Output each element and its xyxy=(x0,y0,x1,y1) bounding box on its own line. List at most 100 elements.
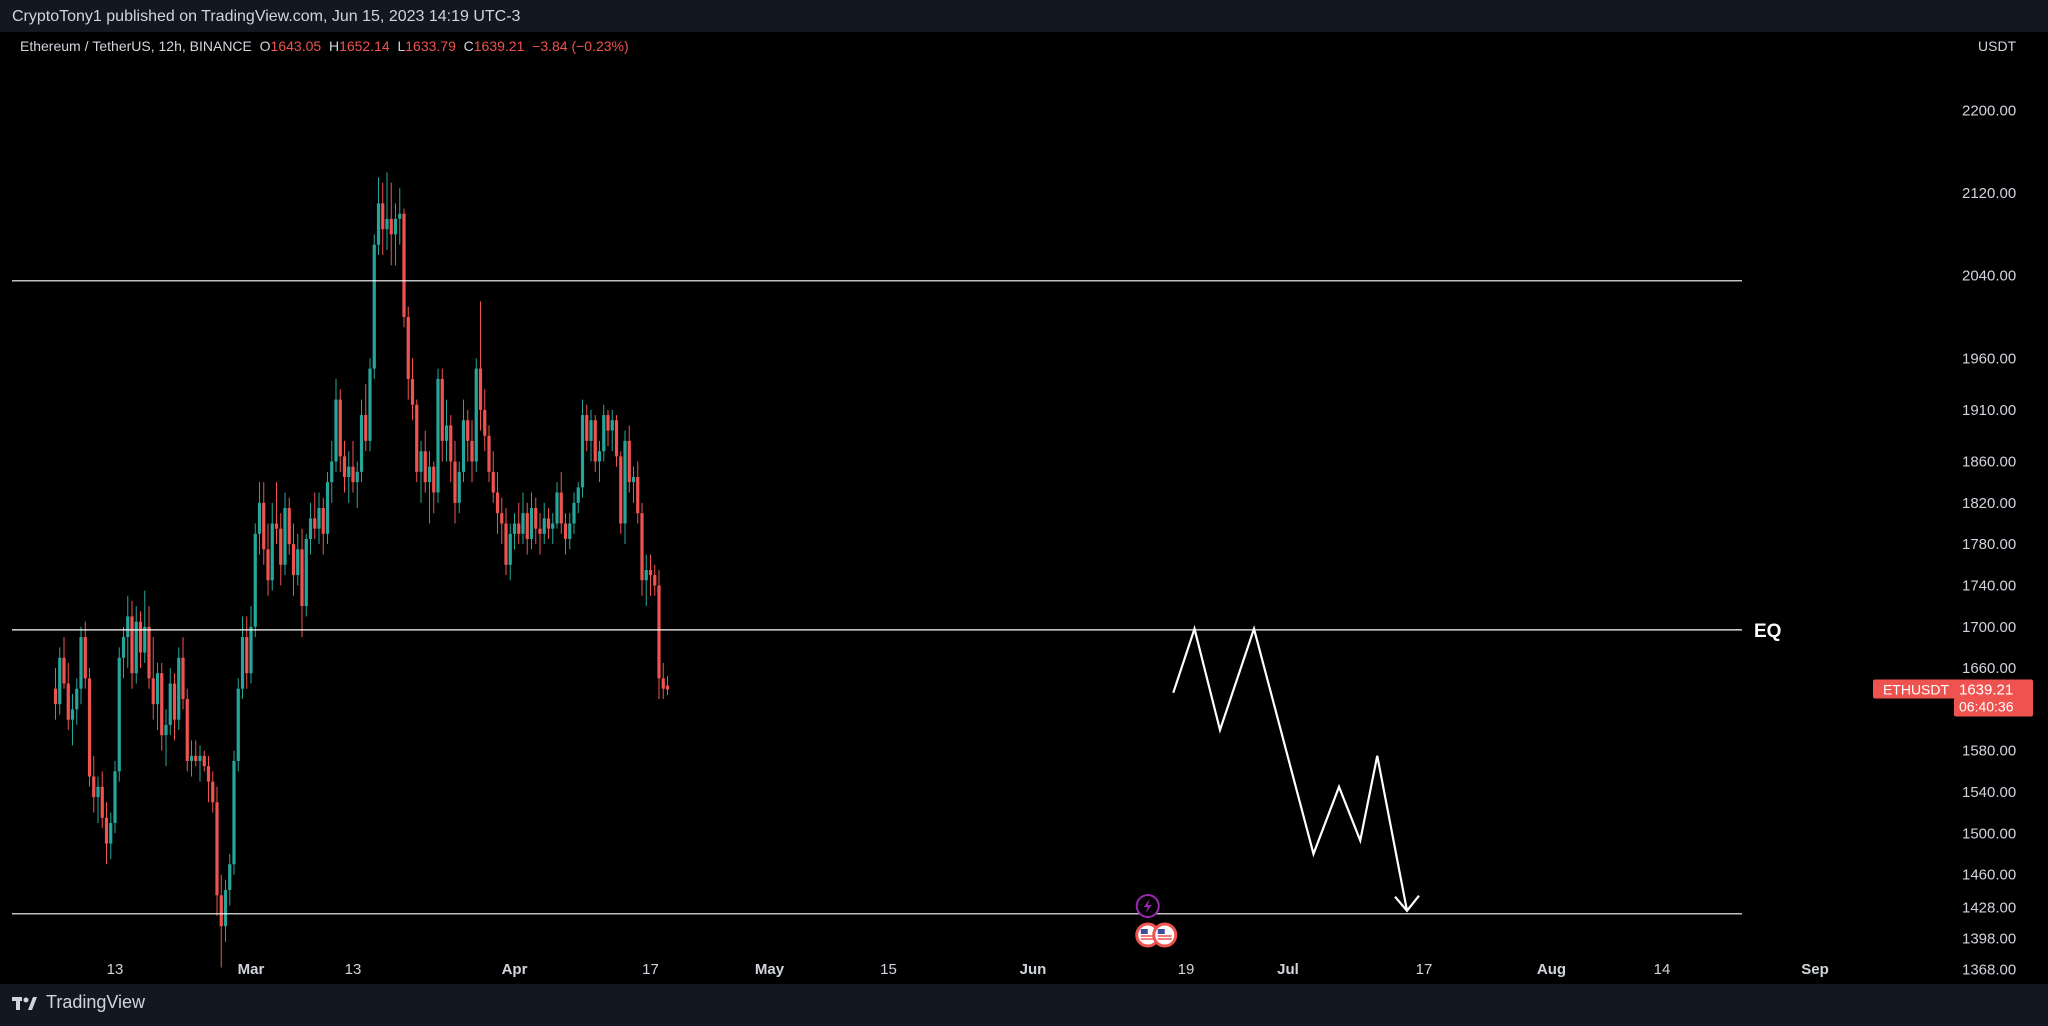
candle-body[interactable] xyxy=(631,477,636,483)
candle-body[interactable] xyxy=(330,461,334,483)
candle-body[interactable] xyxy=(381,203,385,230)
candle-body[interactable] xyxy=(653,575,657,586)
candle-body[interactable] xyxy=(644,569,648,581)
candle-body[interactable] xyxy=(538,528,542,534)
candle-body[interactable] xyxy=(470,440,474,462)
candle-body[interactable] xyxy=(389,218,393,235)
candle-body[interactable] xyxy=(134,621,138,674)
candle-body[interactable] xyxy=(623,440,627,524)
candle-body[interactable] xyxy=(172,683,177,720)
candle-body[interactable] xyxy=(453,461,457,503)
candle-body[interactable] xyxy=(283,508,287,565)
candle-body[interactable] xyxy=(104,817,109,844)
candle-body[interactable] xyxy=(563,523,568,539)
candle-body[interactable] xyxy=(228,864,232,891)
candle-body[interactable] xyxy=(181,657,185,700)
candle-body[interactable] xyxy=(287,508,291,545)
candle-body[interactable] xyxy=(342,456,347,478)
candle-body[interactable] xyxy=(87,678,92,777)
candle-body[interactable] xyxy=(155,673,160,705)
candle-body[interactable] xyxy=(619,456,623,524)
candle-body[interactable] xyxy=(534,508,538,529)
tradingview-brand[interactable]: TradingView xyxy=(12,992,145,1013)
candle-body[interactable] xyxy=(274,523,279,529)
candle-body[interactable] xyxy=(211,781,215,803)
candle-body[interactable] xyxy=(202,755,206,767)
candle-body[interactable] xyxy=(410,378,415,405)
candle-body[interactable] xyxy=(232,760,236,865)
candle-body[interactable] xyxy=(572,502,576,524)
candle-body[interactable] xyxy=(585,415,589,441)
candle-body[interactable] xyxy=(338,399,342,457)
candle-body[interactable] xyxy=(194,755,198,761)
candle-body[interactable] xyxy=(491,471,495,493)
candle-body[interactable] xyxy=(151,678,155,705)
candle-body[interactable] xyxy=(177,657,181,720)
candle-body[interactable] xyxy=(96,786,100,798)
candle-body[interactable] xyxy=(559,492,563,524)
candle-body[interactable] xyxy=(351,466,355,483)
candle-body[interactable] xyxy=(576,487,580,503)
candle-body[interactable] xyxy=(334,399,338,462)
candle-body[interactable] xyxy=(521,513,525,534)
candle-body[interactable] xyxy=(359,415,364,472)
candle-body[interactable] xyxy=(542,518,546,534)
candle-body[interactable] xyxy=(364,415,368,441)
candlestick-chart[interactable]: EQ Ethereum / TetherUS, 12h, BINANCE O164… xyxy=(12,33,2036,983)
candle-body[interactable] xyxy=(300,549,304,607)
candle-body[interactable] xyxy=(143,626,147,653)
candle-body[interactable] xyxy=(436,378,440,493)
candle-body[interactable] xyxy=(79,637,83,689)
us-flag-icon[interactable] xyxy=(1152,922,1178,948)
candle-body[interactable] xyxy=(325,482,330,534)
candle-body[interactable] xyxy=(189,755,194,761)
candle-body[interactable] xyxy=(525,513,529,539)
candle-body[interactable] xyxy=(483,409,487,436)
candle-body[interactable] xyxy=(508,533,512,565)
candle-body[interactable] xyxy=(308,518,313,539)
candle-body[interactable] xyxy=(347,466,351,478)
candle-body[interactable] xyxy=(449,425,453,462)
candle-body[interactable] xyxy=(372,244,376,369)
candle-body[interactable] xyxy=(215,802,219,896)
candle-body[interactable] xyxy=(291,544,296,576)
candle-body[interactable] xyxy=(100,786,104,818)
candle-body[interactable] xyxy=(546,518,551,529)
candle-body[interactable] xyxy=(602,415,606,452)
candle-body[interactable] xyxy=(219,895,223,927)
candle-body[interactable] xyxy=(406,316,410,379)
candle-body[interactable] xyxy=(393,218,398,235)
candle-body[interactable] xyxy=(636,477,640,514)
candle-body[interactable] xyxy=(423,451,427,483)
candle-body[interactable] xyxy=(385,218,389,230)
candle-body[interactable] xyxy=(53,688,58,705)
candle-body[interactable] xyxy=(185,699,189,761)
candle-body[interactable] xyxy=(648,569,653,576)
candle-body[interactable] xyxy=(109,822,113,844)
candle-body[interactable] xyxy=(419,451,423,472)
candle-body[interactable] xyxy=(551,523,555,529)
candle-body[interactable] xyxy=(83,637,87,679)
candle-body[interactable] xyxy=(504,523,508,565)
candle-body[interactable] xyxy=(402,213,406,317)
candle-body[interactable] xyxy=(466,420,470,441)
candle-body[interactable] xyxy=(62,657,66,684)
candle-body[interactable] xyxy=(606,415,610,431)
candle-body[interactable] xyxy=(262,502,266,550)
candle-body[interactable] xyxy=(457,471,461,503)
candle-body[interactable] xyxy=(665,685,670,690)
candle-body[interactable] xyxy=(304,538,308,607)
candle-body[interactable] xyxy=(500,513,504,524)
candle-body[interactable] xyxy=(266,549,270,581)
candle-body[interactable] xyxy=(249,626,253,674)
candle-body[interactable] xyxy=(640,513,644,581)
candle-body[interactable] xyxy=(398,213,402,219)
candle-body[interactable] xyxy=(257,502,262,534)
candle-body[interactable] xyxy=(92,776,96,798)
candle-body[interactable] xyxy=(164,724,168,736)
candle-body[interactable] xyxy=(657,585,661,679)
candle-body[interactable] xyxy=(415,404,419,472)
candle-body[interactable] xyxy=(529,508,534,539)
candle-body[interactable] xyxy=(487,435,491,472)
candle-body[interactable] xyxy=(75,688,79,710)
